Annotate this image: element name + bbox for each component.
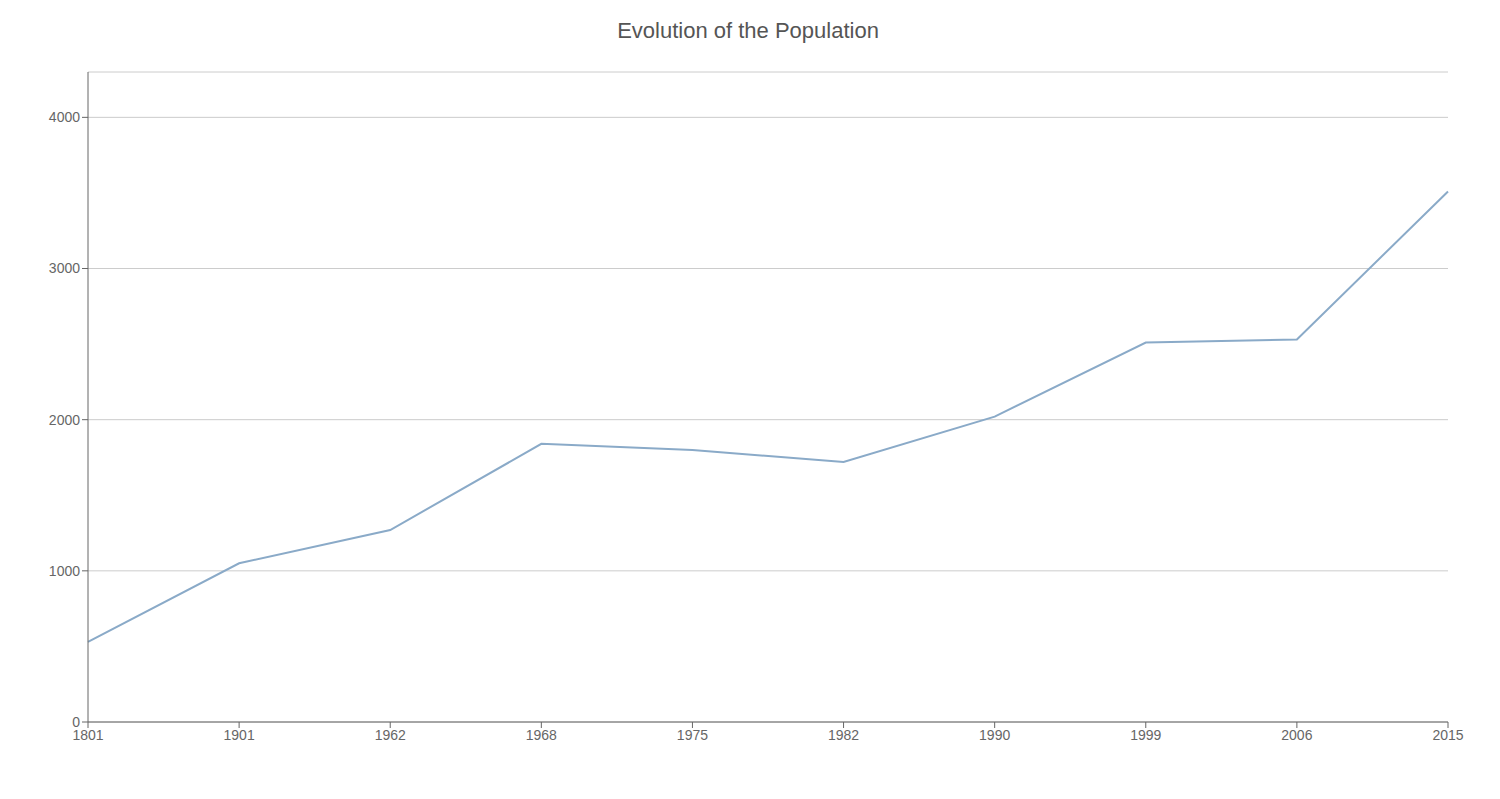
svg-text:4000: 4000	[49, 109, 80, 125]
svg-text:1901: 1901	[224, 727, 255, 743]
svg-text:1975: 1975	[677, 727, 708, 743]
svg-text:1990: 1990	[979, 727, 1010, 743]
svg-text:1801: 1801	[72, 726, 104, 743]
html-text:Evolution of the Population: Evolution of the Population	[617, 18, 879, 43]
svg-text:1962: 1962	[375, 727, 406, 743]
svg-text:2015: 2015	[1432, 727, 1463, 743]
svg-text:2000: 2000	[49, 412, 80, 428]
svg-text:1968: 1968	[526, 727, 557, 743]
svg-text:1999: 1999	[1130, 727, 1161, 743]
svg-text:1000: 1000	[49, 563, 80, 579]
svg-text:0: 0	[72, 714, 80, 730]
svg-text:1982: 1982	[828, 727, 859, 743]
svg-text:2006: 2006	[1281, 727, 1312, 743]
svg-text:3000: 3000	[49, 260, 80, 276]
